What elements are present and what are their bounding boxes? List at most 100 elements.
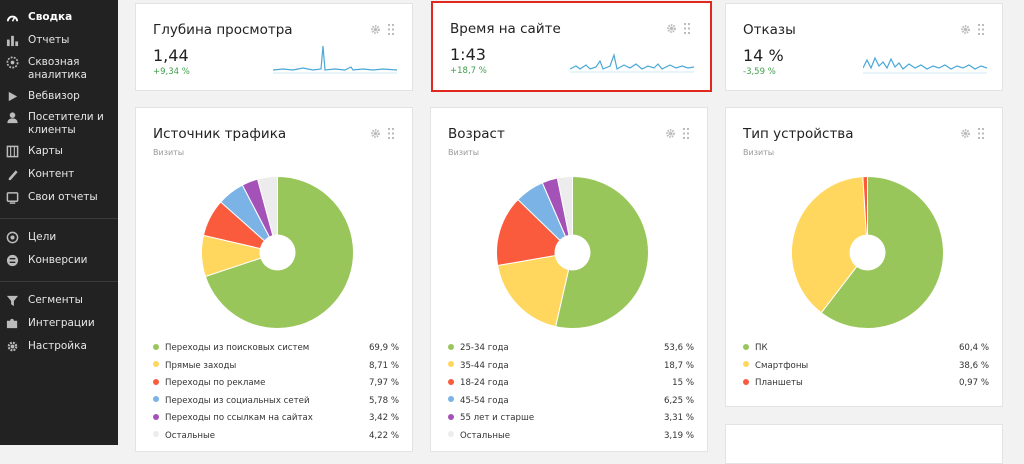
gauge-icon [6, 15, 19, 22]
legend-item[interactable]: Смартфоны 38,6 % [743, 358, 989, 376]
legend-item[interactable]: Переходы по ссылкам на сайтах 3,42 % [153, 410, 399, 428]
sidebar-item-reports[interactable]: Отчеты [0, 24, 118, 47]
sidebar-nav: Сводка Отчеты Сквозная аналитика Вебвизо… [0, 0, 118, 353]
pie-chart [201, 175, 354, 329]
sidebar-item-segments[interactable]: Сегменты [0, 288, 118, 307]
widget-subtitle: Визиты [743, 148, 775, 157]
legend-item[interactable]: 45-54 года 6,25 % [448, 393, 694, 411]
drag-handle-icon[interactable] [683, 128, 690, 139]
legend-swatch [153, 431, 159, 437]
sidebar-item-label: Интеграции [28, 317, 95, 329]
sparkline [570, 52, 694, 73]
legend-label: 25-34 года [460, 343, 509, 353]
legend-item[interactable]: Остальные 3,19 % [448, 428, 694, 446]
legend-value: 0,97 % [958, 378, 989, 388]
legend-label: 18-24 года [460, 378, 509, 388]
pie-slice[interactable] [554, 175, 649, 329]
sidebar-item-label: Сегменты [28, 294, 83, 306]
legend-item[interactable]: Переходы из поисковых систем 69,9 % [153, 340, 399, 358]
sidebar-item-custom-reports[interactable]: Свои отчеты [0, 181, 118, 204]
pie-hole [259, 234, 296, 271]
sidebar-item-webvisor[interactable]: Вебвизор [0, 82, 118, 103]
drag-handle-icon[interactable] [388, 128, 395, 139]
sidebar-item-maps[interactable]: Карты [0, 137, 118, 158]
legend-swatch [743, 361, 749, 367]
legend-swatch [743, 378, 749, 385]
widget-settings-icon[interactable] [665, 128, 676, 139]
legend-value: 69,9 % [368, 343, 399, 353]
sidebar-item-visitors[interactable]: Посетители и клиенты [0, 103, 118, 137]
legend-value: 3,31 % [663, 413, 694, 423]
widget-title: Возраст [448, 126, 505, 142]
legend-item[interactable]: Переходы из социальных сетей 5,78 % [153, 393, 399, 411]
sidebar-item-through-analytics[interactable]: Сквозная аналитика [0, 47, 118, 82]
legend-value: 8,71 % [368, 360, 399, 371]
pie-slice[interactable] [256, 175, 278, 253]
legend-item[interactable]: 35-44 года 18,7 % [448, 358, 694, 376]
pie-slice[interactable] [556, 175, 573, 253]
legend-value: 15 % [672, 378, 694, 388]
drag-handle-icon[interactable] [978, 24, 985, 35]
legend-label: Планшеты [755, 378, 803, 388]
widget-settings-icon[interactable] [370, 24, 381, 35]
sidebar-item-settings[interactable]: Настройка [0, 330, 118, 353]
sidebar-item-label: Контент [28, 168, 75, 180]
sidebar-item-summary[interactable]: Сводка [0, 6, 118, 24]
legend-item[interactable]: Остальные 4,22 % [153, 428, 399, 446]
conversion-icon [6, 254, 19, 267]
pie-slice[interactable] [496, 198, 574, 267]
widget-partial [725, 424, 1003, 464]
legend-swatch [448, 431, 454, 437]
legend-swatch [448, 361, 454, 367]
puzzle-icon [6, 318, 18, 329]
sidebar-item-integrations[interactable]: Интеграции [0, 307, 118, 330]
drag-handle-icon[interactable] [684, 23, 691, 34]
legend-item[interactable]: 18-24 года 15 % [448, 375, 694, 393]
legend-swatch [153, 343, 159, 350]
custom-report-icon [6, 192, 19, 204]
legend-item[interactable]: ПК 60,4 % [743, 340, 989, 358]
sidebar-item-label: Вебвизор [28, 90, 80, 102]
legend-label: Остальные [165, 430, 216, 441]
drag-handle-icon[interactable] [388, 24, 395, 35]
metric-card-bounce: Отказы 14 % -3,59 % [725, 3, 1003, 91]
legend-swatch [448, 343, 454, 350]
drag-handle-icon[interactable] [978, 128, 985, 139]
sidebar-item-conversions[interactable]: Конверсии [0, 244, 118, 267]
legend-swatch [448, 396, 454, 402]
widget-settings-icon[interactable] [960, 24, 971, 35]
sidebar-item-label: Цели [28, 231, 57, 243]
legend-value: 4,22 % [368, 430, 399, 441]
legend-item[interactable]: Прямые заходы 8,71 % [153, 358, 399, 376]
gear-icon [7, 341, 18, 352]
legend-value: 5,78 % [368, 395, 399, 406]
target-icon [6, 231, 19, 244]
widget-title: Тип устройства [743, 126, 854, 142]
widget-title: Источник трафика [153, 126, 287, 142]
person-icon [7, 112, 18, 124]
metric-value: 1,44 [153, 46, 189, 65]
legend-swatch [153, 361, 159, 367]
widget-settings-icon[interactable] [666, 23, 677, 34]
legend-label: 55 лет и старше [460, 413, 535, 423]
widget-settings-icon[interactable] [960, 128, 971, 139]
widget-device-type: Тип устройства Визиты ПК 60,4 % Смартфоны 3… [725, 107, 1003, 407]
pie-hole [554, 234, 591, 271]
legend-label: Переходы из поисковых систем [165, 343, 310, 353]
legend-item[interactable]: Планшеты 0,97 % [743, 375, 989, 393]
sidebar-item-goals[interactable]: Цели [0, 225, 118, 244]
pie-slice[interactable] [497, 251, 574, 328]
sidebar: Сводка Отчеты Сквозная аналитика Вебвизо… [0, 0, 118, 445]
legend-swatch [153, 413, 159, 420]
legend-item[interactable]: 55 лет и старше 3,31 % [448, 410, 694, 428]
divider [0, 281, 118, 282]
pie-slice[interactable] [791, 176, 869, 314]
legend-value: 18,7 % [663, 360, 694, 371]
legend-item[interactable]: Переходы по рекламе 7,97 % [153, 375, 399, 393]
sidebar-item-label: Конверсии [28, 254, 88, 266]
sidebar-item-label: Настройка [28, 340, 87, 352]
legend-item[interactable]: 25-34 года 53,6 % [448, 340, 694, 358]
sidebar-item-content[interactable]: Контент [0, 158, 118, 181]
pie-slice[interactable] [862, 175, 868, 253]
widget-settings-icon[interactable] [370, 128, 381, 139]
